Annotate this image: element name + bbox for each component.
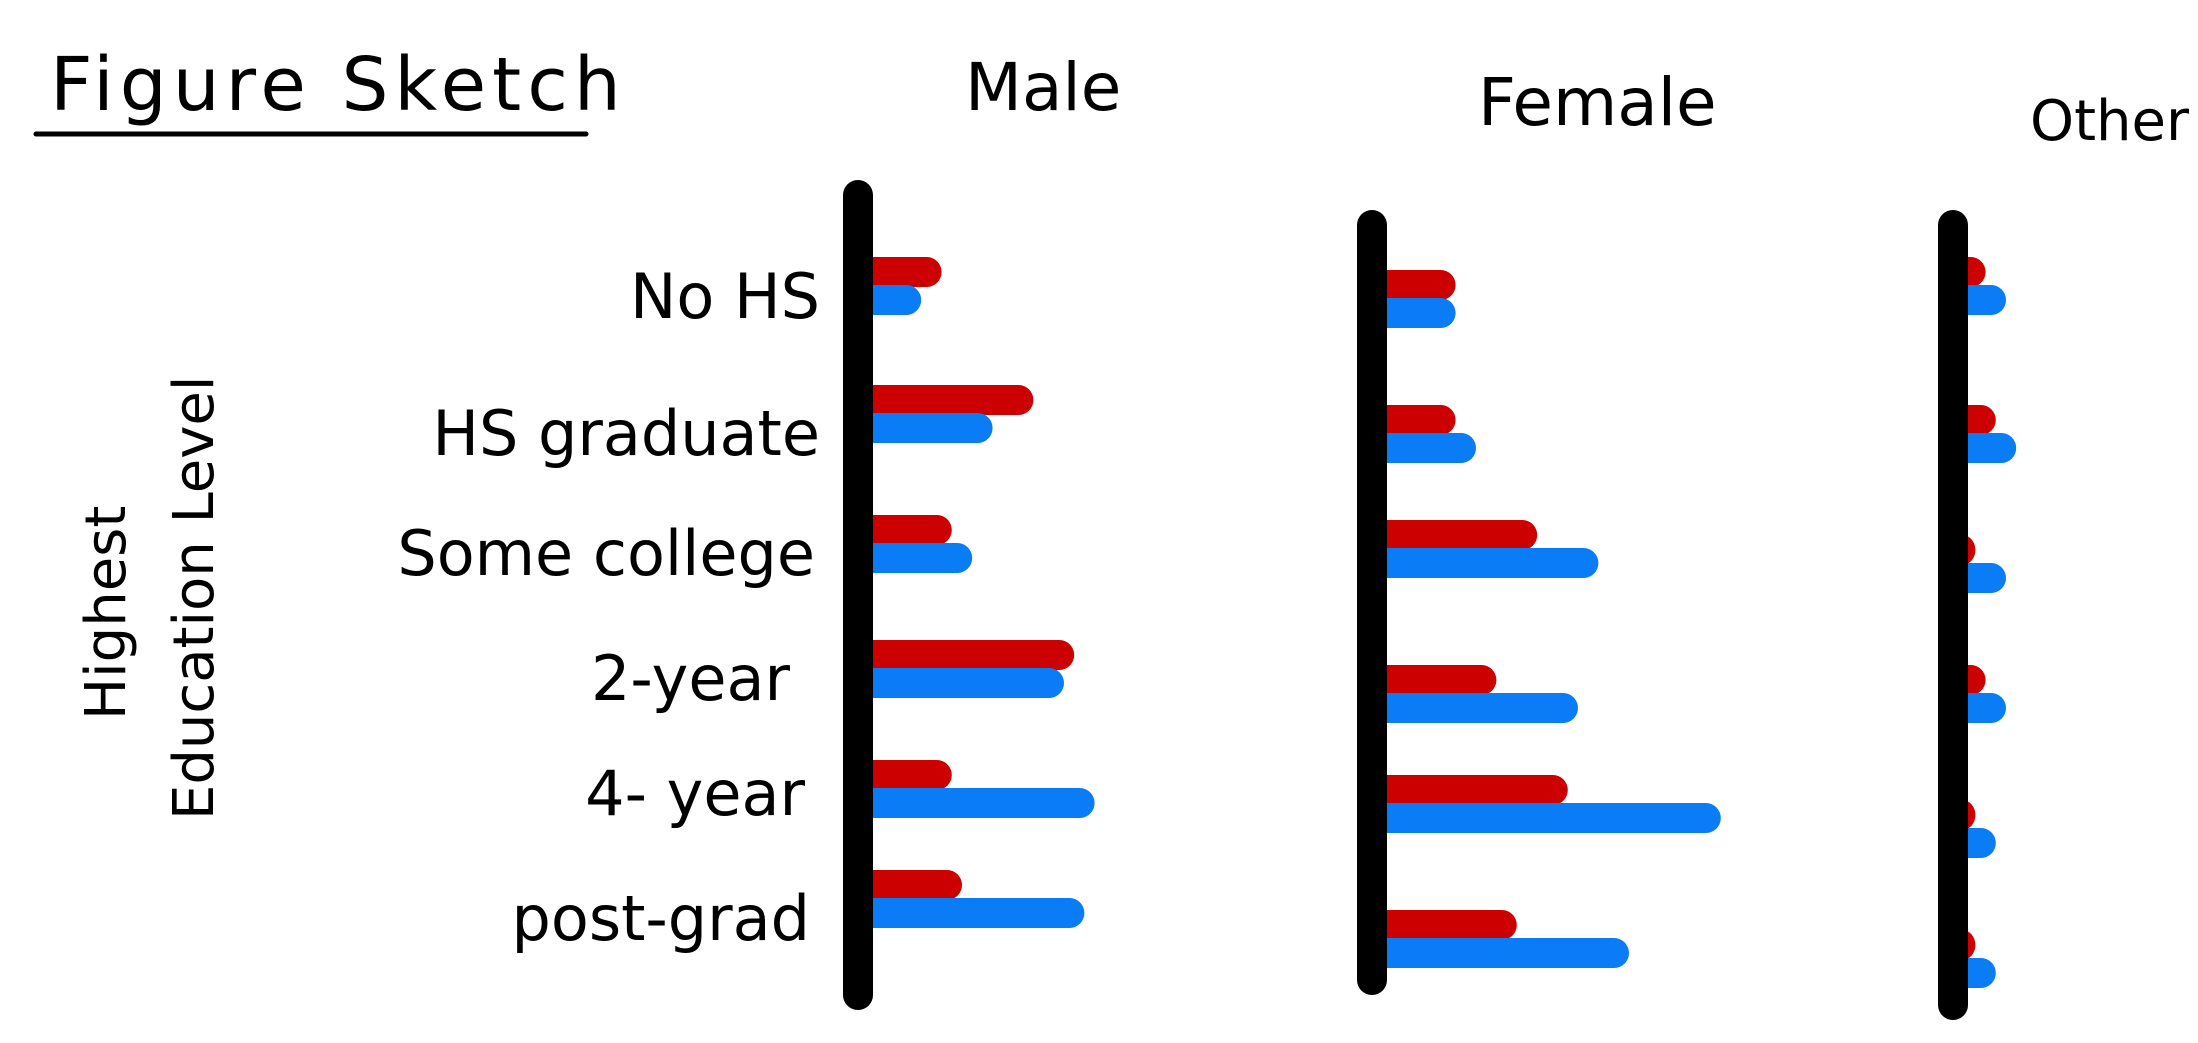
category-label-post-grad: post-grad <box>512 882 810 955</box>
ylabel-line-1: Highest <box>74 506 139 720</box>
category-label-4-year: 4- year <box>585 757 805 830</box>
bar-female-red-some-college <box>1368 520 1538 550</box>
bar-female-red-4-year <box>1368 775 1568 805</box>
bar-female-red-2-year <box>1368 665 1497 695</box>
bar-male-blue-4-year <box>854 788 1095 818</box>
panels <box>843 180 2017 1020</box>
panel-female <box>1357 210 1721 995</box>
bar-male-red-no-hs <box>854 257 942 287</box>
bar-male-red-some-college <box>854 515 952 545</box>
panel-title-female: Female <box>1478 64 1717 141</box>
bar-female-blue-no-hs <box>1368 298 1456 328</box>
ylabel-line-2: Education Level <box>162 376 227 820</box>
panel-male <box>843 180 1095 1010</box>
bar-female-red-post-grad <box>1368 910 1517 940</box>
bar-male-blue-2-year <box>854 668 1064 698</box>
category-label-some-college: Some college <box>397 517 815 590</box>
bar-female-blue-4-year <box>1368 803 1721 833</box>
bar-male-red-4-year <box>854 760 952 790</box>
panel-title-other: Other <box>2030 89 2190 154</box>
category-label-no-hs: No HS <box>630 260 820 333</box>
bar-female-blue-some-college <box>1368 548 1599 578</box>
panel-title-male: Male <box>965 49 1121 126</box>
bar-female-red-no-hs <box>1368 270 1456 300</box>
bar-male-blue-post-grad <box>854 898 1085 928</box>
bar-female-blue-2-year <box>1368 693 1578 723</box>
category-label-2-year: 2-year <box>591 642 791 715</box>
bar-male-blue-hs-graduate <box>854 413 993 443</box>
bar-male-blue-some-college <box>854 543 973 573</box>
bar-male-red-hs-graduate <box>854 385 1034 415</box>
bar-male-red-2-year <box>854 640 1075 670</box>
bar-female-blue-hs-graduate <box>1368 433 1476 463</box>
bar-male-red-post-grad <box>854 870 962 900</box>
bar-female-red-hs-graduate <box>1368 405 1456 435</box>
figure-title: Figure Sketch <box>50 42 627 128</box>
panel-other <box>1938 210 2017 1020</box>
category-label-hs-graduate: HS graduate <box>432 397 820 470</box>
bar-female-blue-post-grad <box>1368 938 1629 968</box>
category-labels: No HS HS graduate Some college 2-year 4-… <box>397 260 820 955</box>
y-axis-label: Highest Education Level <box>74 376 227 820</box>
